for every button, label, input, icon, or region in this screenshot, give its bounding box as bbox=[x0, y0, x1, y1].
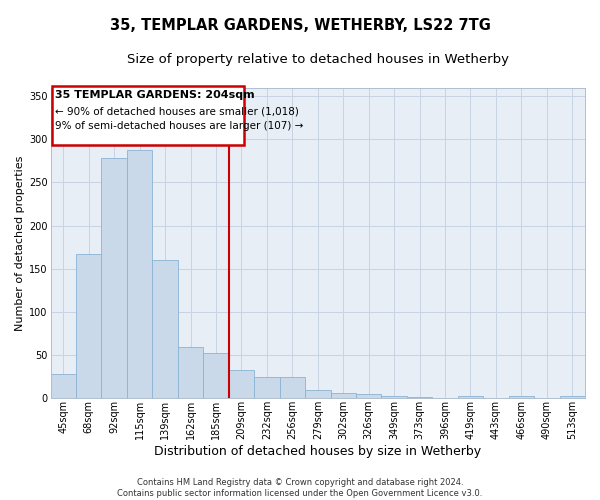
Bar bbox=[560, 396, 585, 398]
Bar bbox=[152, 260, 178, 398]
Title: Size of property relative to detached houses in Wetherby: Size of property relative to detached ho… bbox=[127, 52, 509, 66]
FancyBboxPatch shape bbox=[52, 86, 244, 146]
Text: 9% of semi-detached houses are larger (107) →: 9% of semi-detached houses are larger (1… bbox=[55, 121, 303, 131]
Text: Contains HM Land Registry data © Crown copyright and database right 2024.
Contai: Contains HM Land Registry data © Crown c… bbox=[118, 478, 482, 498]
Bar bbox=[254, 376, 280, 398]
Bar bbox=[458, 396, 483, 398]
Bar bbox=[280, 376, 305, 398]
Bar bbox=[127, 150, 152, 398]
Bar bbox=[382, 396, 407, 398]
Bar bbox=[178, 348, 203, 398]
Bar bbox=[50, 374, 76, 398]
Bar bbox=[305, 390, 331, 398]
X-axis label: Distribution of detached houses by size in Wetherby: Distribution of detached houses by size … bbox=[154, 444, 481, 458]
Bar bbox=[203, 354, 229, 398]
Text: ← 90% of detached houses are smaller (1,018): ← 90% of detached houses are smaller (1,… bbox=[55, 106, 299, 117]
Bar bbox=[101, 158, 127, 398]
Text: 35, TEMPLAR GARDENS, WETHERBY, LS22 7TG: 35, TEMPLAR GARDENS, WETHERBY, LS22 7TG bbox=[110, 18, 490, 32]
Text: 35 TEMPLAR GARDENS: 204sqm: 35 TEMPLAR GARDENS: 204sqm bbox=[55, 90, 254, 100]
Bar bbox=[356, 394, 382, 398]
Y-axis label: Number of detached properties: Number of detached properties bbox=[15, 155, 25, 330]
Bar bbox=[76, 254, 101, 398]
Bar bbox=[331, 393, 356, 398]
Bar bbox=[509, 396, 534, 398]
Bar bbox=[229, 370, 254, 398]
